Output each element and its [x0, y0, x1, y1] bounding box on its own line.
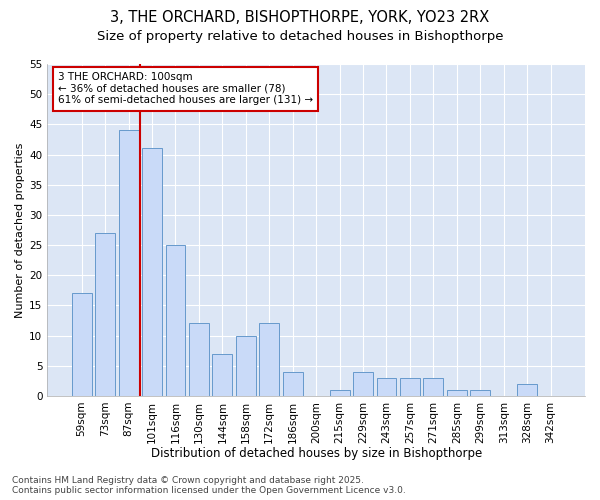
Y-axis label: Number of detached properties: Number of detached properties	[15, 142, 25, 318]
Bar	[72, 294, 92, 396]
Bar	[424, 378, 443, 396]
Bar	[329, 390, 350, 396]
Bar	[517, 384, 537, 396]
Text: 3 THE ORCHARD: 100sqm
← 36% of detached houses are smaller (78)
61% of semi-deta: 3 THE ORCHARD: 100sqm ← 36% of detached …	[58, 72, 313, 106]
Bar	[447, 390, 467, 396]
Bar	[189, 324, 209, 396]
Bar	[119, 130, 139, 396]
Bar	[95, 233, 115, 396]
Text: Contains HM Land Registry data © Crown copyright and database right 2025.
Contai: Contains HM Land Registry data © Crown c…	[12, 476, 406, 495]
Bar	[236, 336, 256, 396]
Bar	[142, 148, 162, 396]
Bar	[470, 390, 490, 396]
Bar	[166, 245, 185, 396]
X-axis label: Distribution of detached houses by size in Bishopthorpe: Distribution of detached houses by size …	[151, 447, 482, 460]
Text: Size of property relative to detached houses in Bishopthorpe: Size of property relative to detached ho…	[97, 30, 503, 43]
Bar	[283, 372, 302, 396]
Bar	[377, 378, 397, 396]
Bar	[259, 324, 279, 396]
Text: 3, THE ORCHARD, BISHOPTHORPE, YORK, YO23 2RX: 3, THE ORCHARD, BISHOPTHORPE, YORK, YO23…	[110, 10, 490, 25]
Bar	[400, 378, 420, 396]
Bar	[353, 372, 373, 396]
Bar	[212, 354, 232, 396]
